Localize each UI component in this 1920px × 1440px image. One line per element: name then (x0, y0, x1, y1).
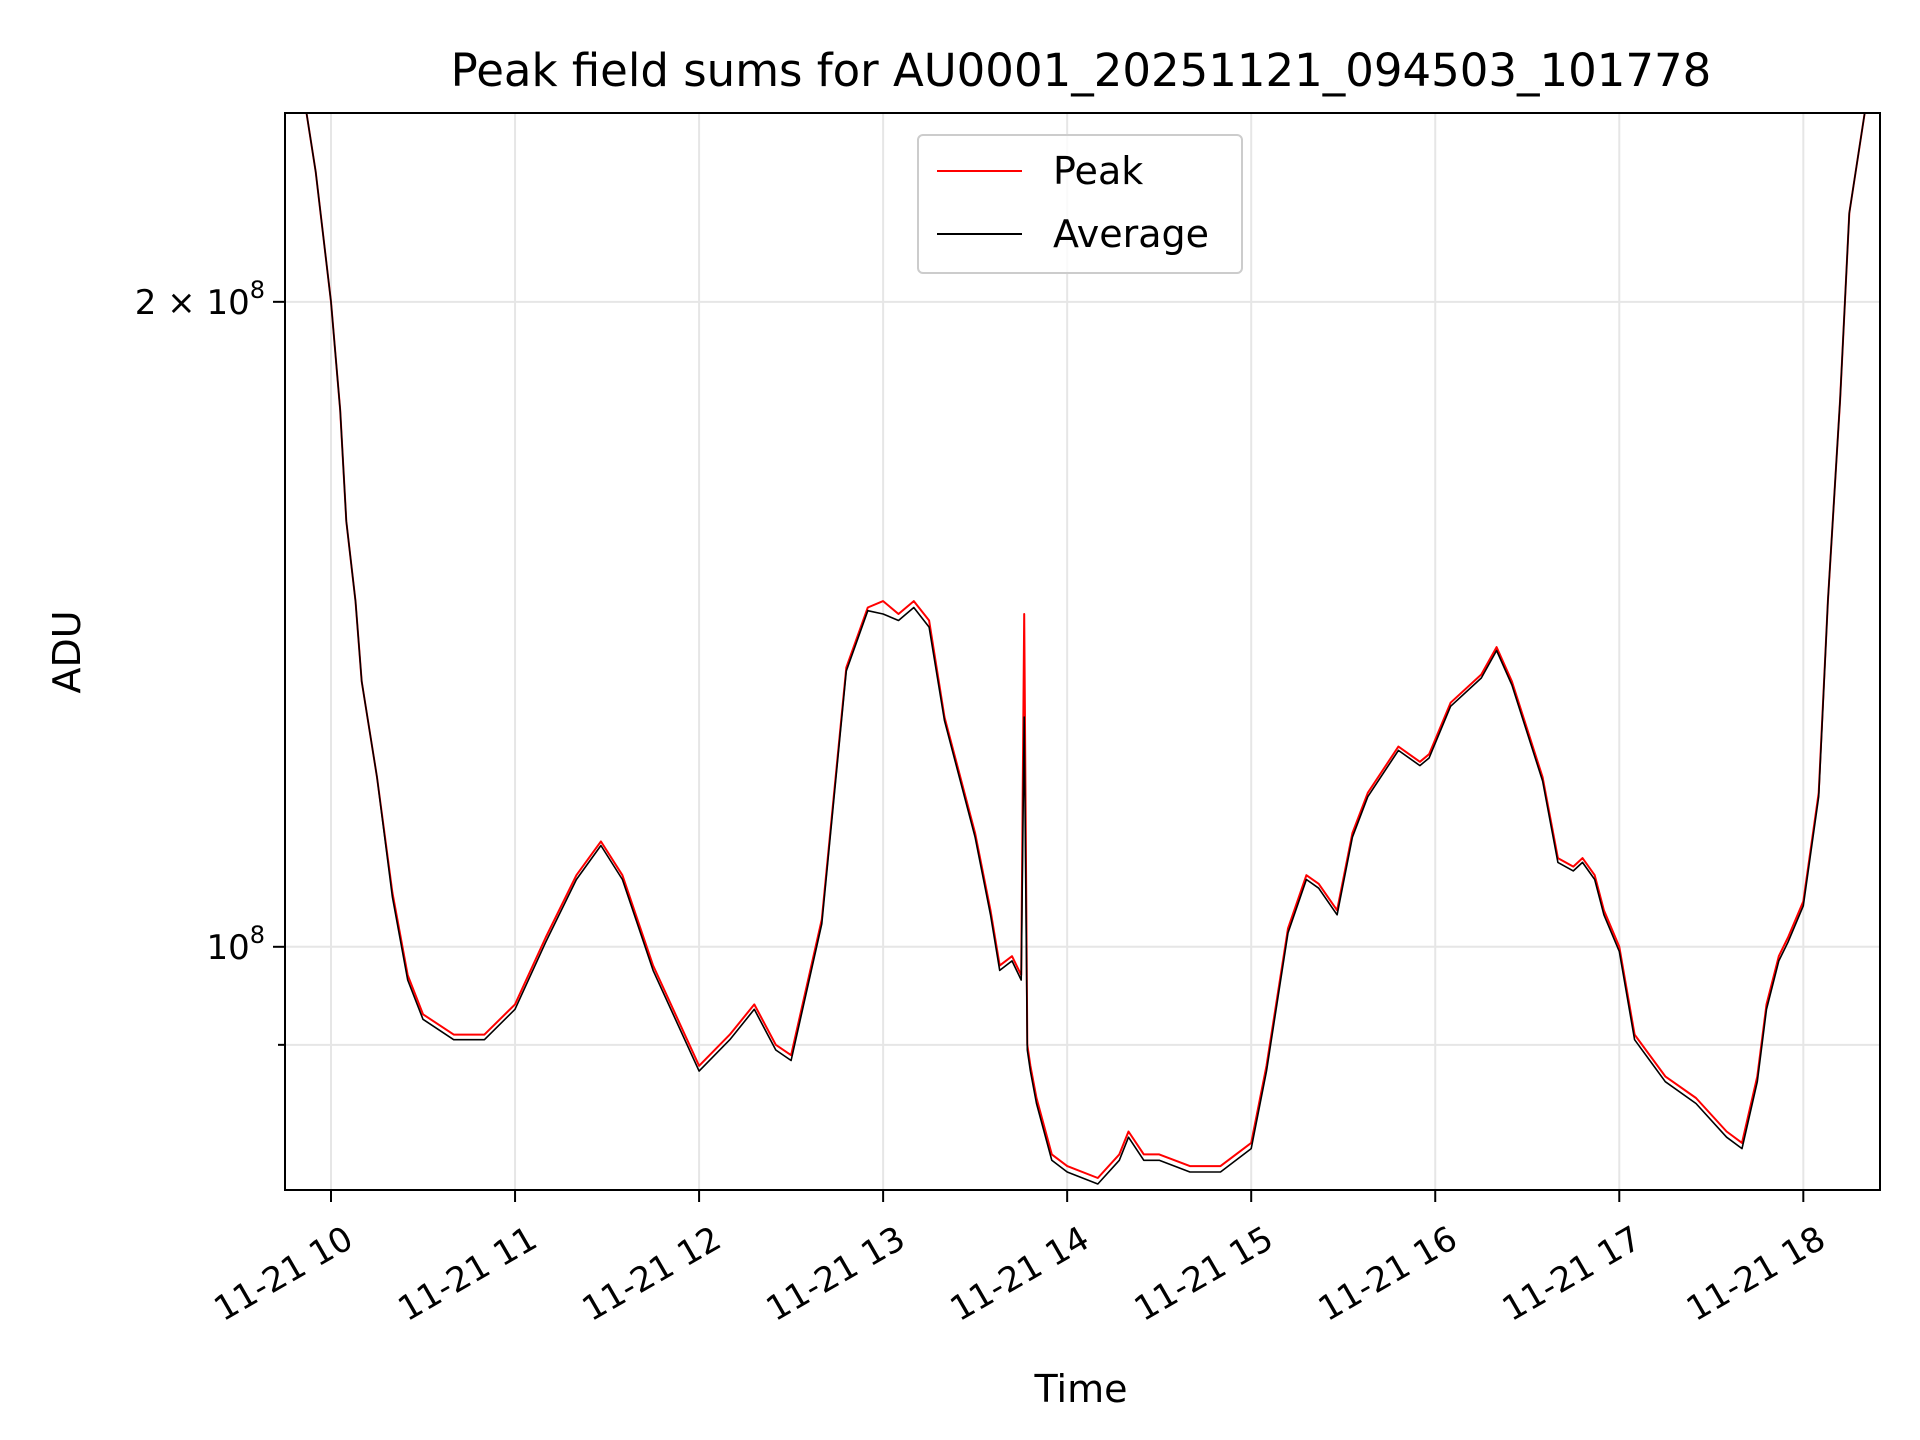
y-tick-label: 108 (206, 921, 265, 968)
y-tick-label: 2 × 108 (135, 276, 265, 323)
x-tick-label: 11-21 12 (576, 1219, 728, 1330)
x-tick-label: 11-21 13 (760, 1219, 912, 1330)
legend-box (917, 134, 1243, 274)
chart-title: Peak field sums for AU0001_20251121_0945… (451, 44, 1712, 97)
x-tick-label: 11-21 17 (1496, 1219, 1648, 1330)
x-tick-label: 11-21 14 (944, 1219, 1096, 1330)
x-axis-label: Time (1034, 1367, 1128, 1411)
x-tick-label: 11-21 16 (1312, 1219, 1464, 1330)
y-axis-label: ADU (45, 610, 89, 693)
series-layer (305, 113, 1866, 1185)
plot-frame (284, 112, 1881, 1191)
x-tick-label: 11-21 18 (1680, 1219, 1832, 1330)
series-line-average (305, 113, 1866, 1185)
legend-label-peak: Peak (1053, 149, 1143, 193)
tick-layer: 11-21 10 11-21 11 11-21 12 11-21 13 11-21 14… (135, 276, 1832, 1330)
legend-label-average: Average (1053, 212, 1209, 256)
x-tick-label: 11-21 10 (208, 1219, 360, 1330)
series-line-peak (305, 113, 1866, 1179)
x-tick-label: 11-21 11 (392, 1219, 544, 1330)
legend: Peak Average (917, 134, 1243, 274)
x-tick-label: 11-21 15 (1128, 1219, 1280, 1330)
grid-layer (285, 113, 1880, 1190)
